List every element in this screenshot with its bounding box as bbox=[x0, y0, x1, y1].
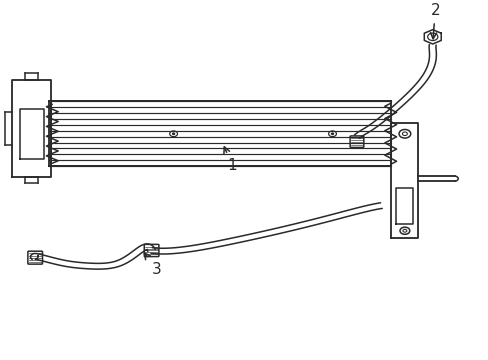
Text: 3: 3 bbox=[144, 253, 161, 277]
Text: 1: 1 bbox=[224, 147, 237, 173]
Text: 2: 2 bbox=[429, 3, 439, 39]
Circle shape bbox=[172, 133, 174, 135]
Circle shape bbox=[331, 133, 333, 135]
